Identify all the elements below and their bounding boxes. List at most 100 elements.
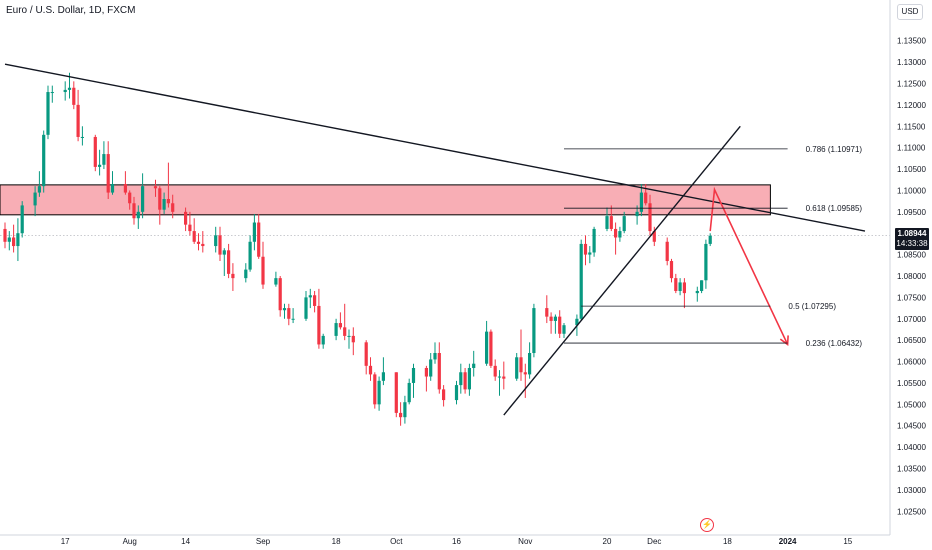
candle-body bbox=[373, 374, 377, 405]
candle bbox=[682, 278, 686, 309]
candle-body bbox=[257, 222, 261, 257]
candle-body bbox=[16, 233, 20, 247]
candle bbox=[545, 295, 549, 324]
candle-body bbox=[201, 243, 205, 247]
candle bbox=[33, 186, 37, 217]
candle-body bbox=[669, 261, 674, 279]
candle bbox=[368, 357, 373, 381]
candle-body bbox=[102, 154, 106, 165]
candle-body bbox=[214, 235, 218, 247]
candle-body bbox=[609, 216, 613, 229]
candle-body bbox=[605, 216, 609, 229]
time-tick-label: 16 bbox=[452, 537, 461, 546]
time-tick-label: Sep bbox=[256, 537, 271, 546]
candle bbox=[257, 213, 261, 259]
last-price-value: 1.08944 bbox=[897, 229, 927, 238]
candle-body bbox=[50, 92, 54, 94]
candle-body bbox=[515, 357, 519, 379]
candle bbox=[166, 162, 170, 208]
candle bbox=[136, 205, 140, 229]
candle bbox=[50, 85, 54, 103]
time-tick-label: 15 bbox=[843, 537, 852, 546]
currency-button[interactable]: USD bbox=[897, 4, 923, 20]
candle bbox=[42, 130, 46, 193]
candle-body bbox=[282, 308, 287, 311]
projection-arrowhead bbox=[779, 335, 789, 346]
candle bbox=[141, 173, 145, 219]
candle bbox=[502, 361, 506, 390]
price-tick-label: 1.12000 bbox=[897, 101, 926, 110]
candle bbox=[171, 194, 175, 219]
candle-body bbox=[166, 198, 170, 204]
candle bbox=[3, 222, 7, 249]
candle-body bbox=[244, 269, 248, 279]
candle-body bbox=[304, 297, 308, 319]
candle-body bbox=[528, 353, 532, 375]
candle bbox=[321, 333, 325, 349]
candle bbox=[12, 224, 16, 253]
time-tick-label: Aug bbox=[123, 537, 137, 546]
candle bbox=[493, 359, 497, 381]
price-tick-label: 1.06500 bbox=[897, 336, 926, 345]
candle-body bbox=[407, 382, 411, 403]
time-tick-label: Nov bbox=[518, 537, 532, 546]
candle-body bbox=[351, 335, 355, 343]
candle bbox=[399, 402, 403, 426]
candle bbox=[222, 248, 226, 276]
candle bbox=[282, 303, 287, 319]
drawings bbox=[4, 63, 866, 416]
candle-body bbox=[381, 372, 385, 381]
candle-body bbox=[80, 136, 84, 138]
price-tick-label: 1.13500 bbox=[897, 37, 926, 46]
candle-body bbox=[665, 241, 669, 262]
candle bbox=[635, 205, 639, 225]
candle-body bbox=[291, 318, 295, 320]
time-tick-label: 18 bbox=[723, 537, 732, 546]
candle bbox=[700, 280, 704, 294]
candle-body bbox=[274, 278, 278, 285]
projection-arrow bbox=[709, 186, 789, 345]
candle bbox=[244, 263, 248, 283]
candle bbox=[227, 243, 231, 279]
time-tick-label: 14 bbox=[181, 537, 190, 546]
candle-body bbox=[158, 188, 162, 210]
candle bbox=[665, 237, 669, 266]
candle-body bbox=[184, 211, 188, 225]
candle bbox=[304, 290, 308, 321]
candle-body bbox=[489, 331, 493, 366]
price-tick-label: 1.06000 bbox=[897, 358, 926, 367]
time-tick-label: 2024 bbox=[779, 537, 797, 546]
candle-body bbox=[635, 211, 639, 217]
candle bbox=[523, 363, 527, 398]
candle-body bbox=[42, 134, 46, 187]
candle-body bbox=[678, 282, 682, 291]
candle-body bbox=[67, 87, 72, 90]
fib-label: 0.786 (1.10971) bbox=[806, 145, 863, 154]
price-tick-label: 1.05000 bbox=[897, 400, 926, 409]
time-tick-label: 20 bbox=[603, 537, 612, 546]
candle bbox=[558, 310, 562, 339]
candle-body bbox=[695, 290, 699, 294]
candle-body bbox=[63, 89, 67, 93]
candle bbox=[519, 329, 523, 381]
price-tick-label: 1.10500 bbox=[897, 165, 926, 174]
candle bbox=[317, 288, 321, 349]
candle bbox=[472, 350, 476, 377]
candle bbox=[652, 226, 656, 247]
candle-body bbox=[442, 389, 446, 401]
candle bbox=[102, 141, 106, 170]
candle bbox=[588, 246, 592, 264]
candle bbox=[424, 365, 428, 392]
candle-body bbox=[188, 224, 192, 232]
candle bbox=[231, 263, 235, 291]
candle-body bbox=[553, 316, 557, 321]
price-tick-label: 1.11500 bbox=[897, 122, 926, 131]
lightning-icon[interactable]: ⚡ bbox=[700, 518, 714, 532]
candle bbox=[467, 363, 471, 396]
candle-body bbox=[3, 228, 7, 242]
candle bbox=[20, 201, 24, 238]
candle bbox=[579, 239, 583, 321]
candle-body bbox=[467, 367, 471, 390]
